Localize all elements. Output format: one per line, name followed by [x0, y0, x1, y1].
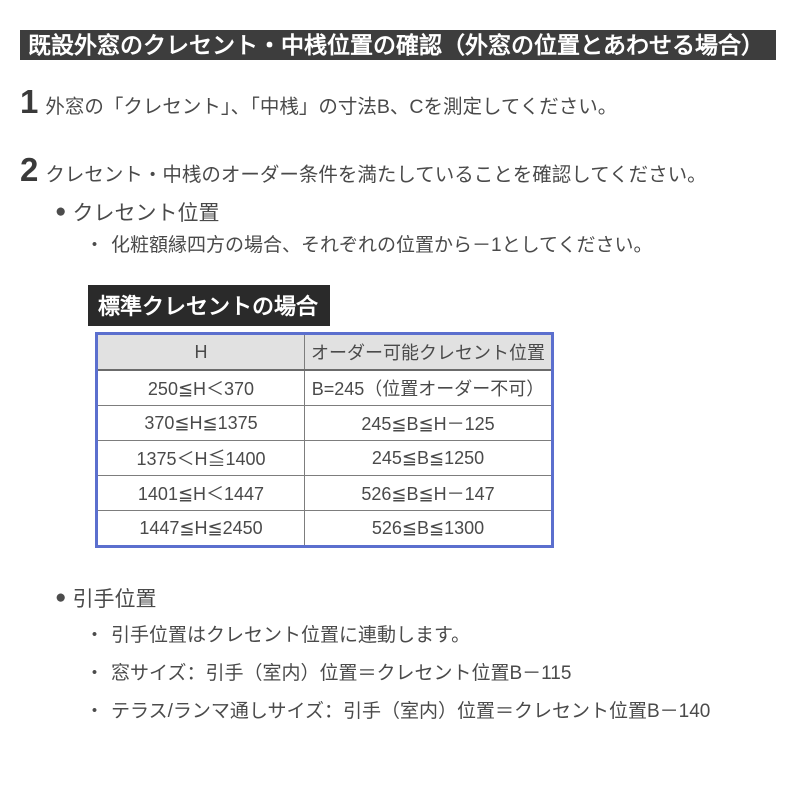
handle-position-note: ・ 窓サイズ：引手（室内）位置＝クレセント位置B－115 [85, 658, 571, 685]
table-cell-h-range: 250≦H＜370 [96, 369, 305, 406]
step-2-number: 2 [20, 151, 39, 188]
crescent-position-table: H オーダー可能クレセント位置 250≦H＜370 B=245（位置オーダー不可… [95, 332, 554, 548]
table-row: 1375＜H≦1400 245≦B≦1250 [96, 440, 553, 476]
table-row: 1401≦H＜1447 526≦B≦H－147 [96, 475, 553, 511]
table-row: 250≦H＜370 B=245（位置オーダー不可） [96, 369, 553, 406]
crescent-position-heading: ● クレセント位置 [55, 197, 219, 227]
dot-bullet-icon: ・ [85, 701, 105, 722]
handle-note-text: 窓サイズ：引手（室内）位置＝クレセント位置B－115 [111, 663, 572, 684]
standard-crescent-label: 標準クレセントの場合 [88, 285, 331, 326]
table-cell-position: 245≦B≦H－125 [304, 405, 553, 441]
step-2: 2 クレセント・中桟のオーダー条件を満たしていることを確認してください。 [20, 152, 707, 188]
handle-position-note: ・ テラス/ランマ通しサイズ：引手（室内）位置＝クレセント位置B－140 [85, 696, 710, 723]
page-title-banner: 既設外窓のクレセント・中桟位置の確認（外窓の位置とあわせる場合） [20, 30, 776, 60]
table-cell-position: 526≦B≦1300 [304, 510, 553, 547]
crescent-position-note-text: 化粧額縁四方の場合、それぞれの位置から－1としてください。 [111, 235, 653, 256]
step-1-number: 1 [20, 83, 39, 120]
step-1-text: 外窓の「クレセント」、「中桟」の寸法B、Cを測定してください。 [45, 95, 618, 118]
table-header-h: H [96, 333, 305, 371]
step-1: 1 外窓の「クレセント」、「中桟」の寸法B、Cを測定してください。 [20, 84, 617, 120]
table-row: 370≦H≦1375 245≦B≦H－125 [96, 405, 553, 441]
handle-note-text: 引手位置はクレセント位置に連動します。 [111, 625, 471, 646]
table-header-order-position: オーダー可能クレセント位置 [304, 333, 553, 371]
dot-bullet-icon: ・ [85, 235, 105, 256]
table-cell-h-range: 1447≦H≦2450 [96, 510, 305, 547]
table-row: 1447≦H≦2450 526≦B≦1300 [96, 510, 553, 547]
dot-bullet-icon: ・ [85, 663, 105, 684]
table-cell-position: B=245（位置オーダー不可） [304, 369, 553, 406]
crescent-position-heading-label: クレセント位置 [72, 202, 220, 225]
table-cell-position: 526≦B≦H－147 [304, 475, 553, 511]
table-header-row: H オーダー可能クレセント位置 [96, 333, 553, 371]
handle-note-text: テラス/ランマ通しサイズ：引手（室内）位置＝クレセント位置B－140 [111, 701, 711, 722]
handle-position-note: ・ 引手位置はクレセント位置に連動します。 [85, 620, 470, 647]
table-cell-h-range: 1401≦H＜1447 [96, 475, 305, 511]
handle-position-heading: ● 引手位置 [55, 583, 156, 613]
dot-bullet-icon: ・ [85, 625, 105, 646]
table-cell-h-range: 1375＜H≦1400 [96, 440, 305, 476]
table-cell-h-range: 370≦H≦1375 [96, 405, 305, 441]
bullet-icon: ● [55, 587, 67, 608]
step-2-text: クレセント・中桟のオーダー条件を満たしていることを確認してください。 [45, 163, 707, 186]
crescent-position-note: ・ 化粧額縁四方の場合、それぞれの位置から－1としてください。 [85, 230, 652, 257]
handle-position-heading-label: 引手位置 [72, 588, 157, 611]
bullet-icon: ● [55, 201, 67, 222]
table-cell-position: 245≦B≦1250 [304, 440, 553, 476]
